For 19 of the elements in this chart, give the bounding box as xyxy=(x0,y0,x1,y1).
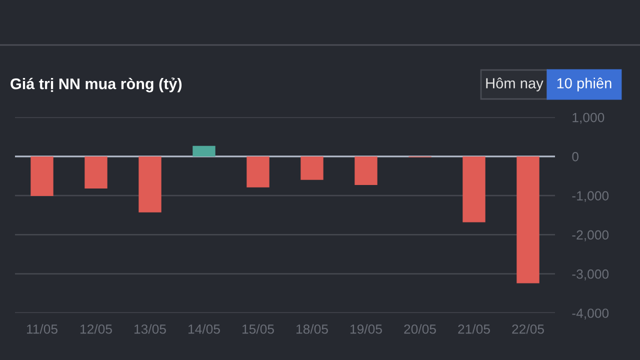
y-tick-label: -4,000 xyxy=(572,308,609,320)
x-tick-label: 21/05 xyxy=(458,324,490,334)
x-tick-label: 11/05 xyxy=(26,324,58,334)
chart-title: Giá trị NN mua ròng (tỷ) xyxy=(10,78,182,92)
y-tick-label: -2,000 xyxy=(572,230,609,242)
x-tick-label: 20/05 xyxy=(404,324,436,334)
x-tick-label: 12/05 xyxy=(80,324,112,334)
y-tick-label: 1,000 xyxy=(572,112,604,124)
y-tick-label: -1,000 xyxy=(572,191,609,202)
x-tick-label: 14/05 xyxy=(188,324,220,334)
text: 10 phiên xyxy=(557,78,612,92)
x-tick-label: 15/05 xyxy=(242,324,274,334)
y-tick-label: -3,000 xyxy=(572,269,609,280)
x-tick-label: 19/05 xyxy=(350,324,382,334)
x-tick-label: 18/05 xyxy=(296,324,328,334)
x-tick-label: 13/05 xyxy=(134,324,166,334)
y-tick-label: 0 xyxy=(572,152,578,162)
text: Hôm nay xyxy=(486,78,544,92)
x-tick-label: 22/05 xyxy=(512,324,544,334)
